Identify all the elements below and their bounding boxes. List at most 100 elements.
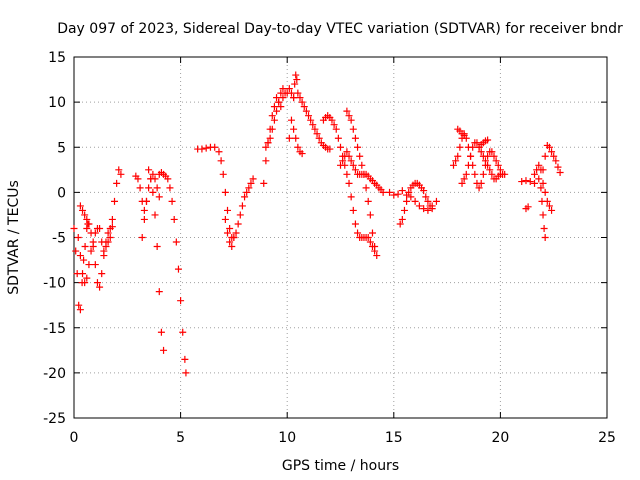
data-point	[400, 206, 408, 214]
y-tick-label: -20	[43, 366, 66, 382]
data-point	[334, 134, 342, 142]
data-point	[100, 252, 108, 260]
data-point	[411, 197, 419, 205]
data-point	[535, 175, 543, 183]
data-point	[432, 197, 440, 205]
data-point	[420, 205, 428, 213]
data-point	[398, 215, 406, 223]
data-point	[215, 148, 223, 156]
data-point	[351, 134, 359, 142]
grid	[74, 57, 607, 418]
data-point	[548, 206, 556, 214]
data-point	[407, 193, 415, 201]
x-tick-label: 0	[70, 430, 79, 446]
data-point	[475, 184, 483, 192]
data-point	[221, 188, 229, 196]
data-point	[345, 152, 353, 160]
data-point	[351, 220, 359, 228]
data-point	[307, 116, 315, 124]
data-point	[541, 152, 549, 160]
data-point	[262, 157, 270, 165]
data-point	[93, 279, 101, 287]
data-point	[538, 197, 546, 205]
data-point	[155, 193, 163, 201]
data-point	[313, 130, 321, 138]
data-point	[117, 170, 125, 178]
data-point	[234, 220, 242, 228]
data-point	[309, 121, 317, 129]
data-point	[366, 211, 374, 219]
data-point	[347, 116, 355, 124]
y-tick-label: 0	[57, 185, 66, 201]
data-point	[279, 85, 287, 93]
data-point	[490, 152, 498, 160]
data-point	[285, 134, 293, 142]
data-point	[294, 89, 302, 97]
data-point	[368, 229, 376, 237]
data-point	[360, 170, 368, 178]
data-point	[277, 89, 285, 97]
data-point	[481, 157, 489, 165]
data-point	[347, 193, 355, 201]
series-sat-t	[454, 125, 468, 140]
data-point	[349, 206, 357, 214]
data-point	[85, 261, 93, 269]
data-point	[524, 203, 532, 211]
data-point	[464, 161, 472, 169]
data-point	[91, 261, 99, 269]
data-point	[518, 178, 526, 186]
data-point	[270, 103, 278, 111]
data-point	[290, 125, 298, 133]
series-sat-u	[458, 139, 509, 187]
series-sat-o	[337, 148, 387, 196]
data-point	[328, 116, 336, 124]
data-point	[298, 98, 306, 106]
data-point	[315, 134, 323, 142]
data-point	[181, 355, 189, 363]
data-point	[349, 125, 357, 133]
data-point	[456, 143, 464, 151]
data-point	[224, 229, 232, 237]
data-point	[526, 178, 534, 186]
data-point	[138, 234, 146, 241]
data-point	[462, 170, 470, 178]
data-point	[85, 220, 93, 228]
data-point	[76, 202, 84, 210]
data-point	[81, 243, 89, 251]
data-point	[72, 247, 80, 255]
data-point	[179, 328, 187, 336]
data-point	[479, 170, 487, 178]
data-point	[174, 265, 182, 273]
data-point	[291, 80, 299, 88]
data-point	[386, 188, 394, 196]
data-point	[87, 229, 95, 237]
data-point	[245, 184, 253, 192]
data-point	[484, 161, 492, 169]
data-point	[275, 98, 283, 106]
data-point	[232, 229, 240, 237]
data-point	[351, 166, 359, 174]
data-point	[111, 197, 119, 205]
data-point	[539, 211, 547, 219]
data-point	[241, 193, 249, 201]
data-point	[539, 179, 547, 187]
data-point	[545, 202, 553, 210]
data-point	[302, 107, 310, 115]
chart-title: Day 097 of 2023, Sidereal Day-to-day VTE…	[57, 21, 623, 37]
data-point	[273, 94, 281, 102]
data-point	[292, 71, 300, 79]
data-point	[535, 161, 543, 169]
data-point	[75, 301, 83, 309]
data-point	[80, 256, 88, 264]
data-point	[74, 234, 82, 241]
data-point	[202, 144, 210, 152]
data-point	[522, 177, 530, 185]
data-point	[285, 85, 293, 93]
x-tick-label: 25	[598, 430, 616, 446]
data-point	[550, 152, 558, 160]
data-point	[422, 193, 430, 201]
data-point	[541, 188, 549, 196]
data-point	[486, 166, 494, 174]
series-sat-w	[518, 141, 564, 187]
data-point	[364, 197, 372, 205]
